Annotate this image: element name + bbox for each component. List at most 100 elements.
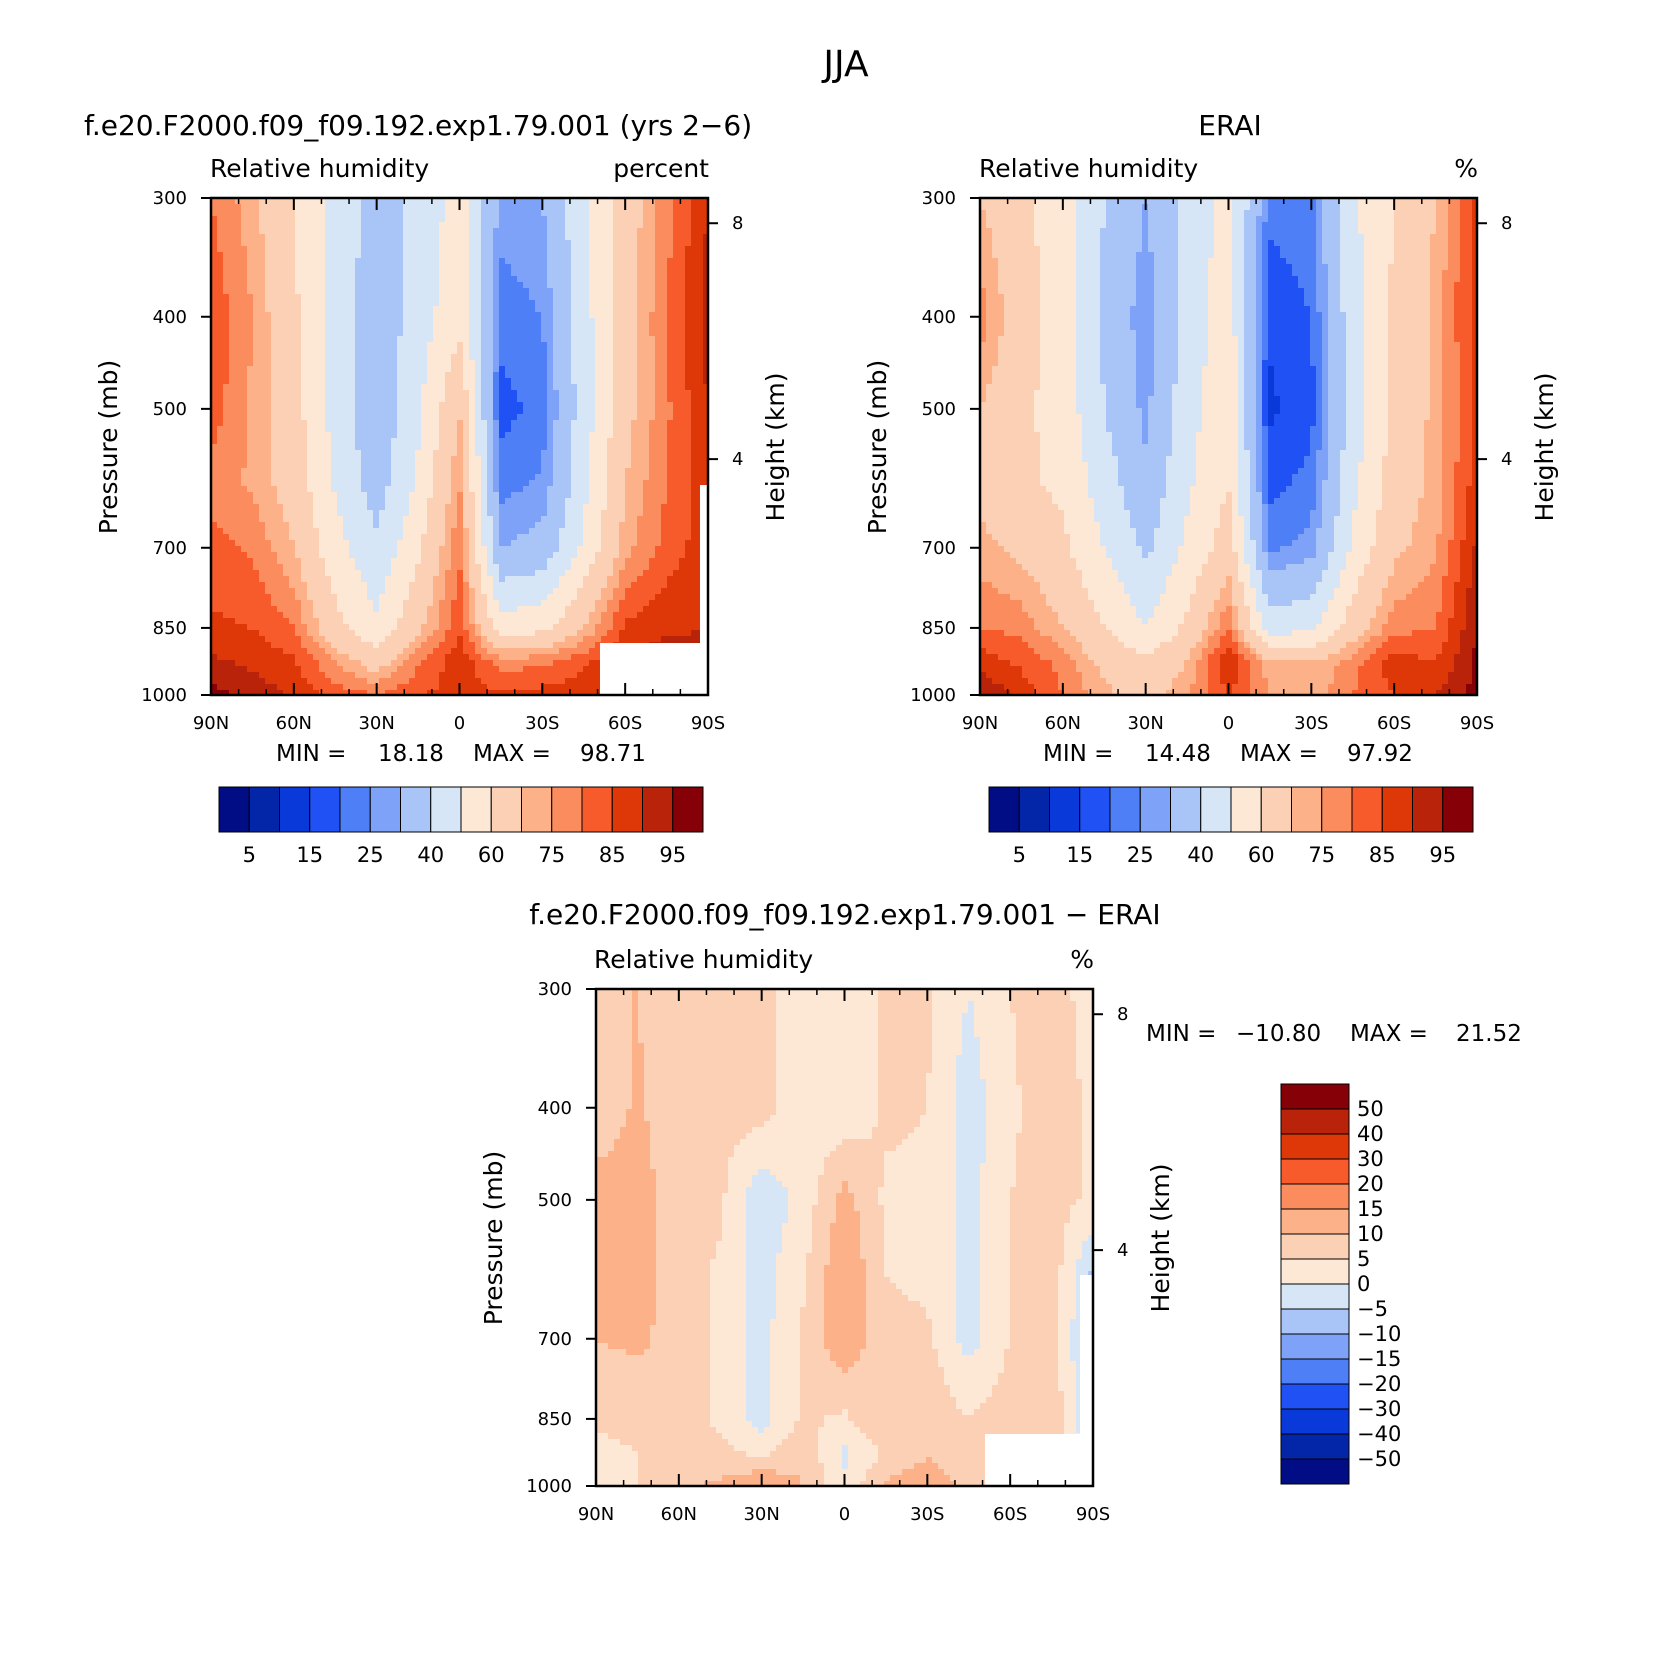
contour-cell xyxy=(457,594,464,601)
contour-cell xyxy=(343,618,398,625)
contour-cell xyxy=(1190,684,1209,691)
contour-cell xyxy=(626,1121,651,1128)
contour-cell xyxy=(890,1475,951,1482)
contour-cell xyxy=(1124,486,1167,493)
contour-cell xyxy=(1250,534,1263,541)
contour-cell xyxy=(475,546,488,553)
contour-cell xyxy=(1262,360,1311,367)
contour-cell xyxy=(1376,648,1443,655)
contour-cell xyxy=(1472,366,1477,373)
contour-cell xyxy=(1328,450,1341,457)
contour-cell xyxy=(1058,1343,1071,1350)
contour-cell xyxy=(1364,402,1389,409)
contour-cell xyxy=(1262,654,1329,661)
contour-cell xyxy=(229,324,254,331)
contour-cell xyxy=(1238,354,1245,361)
contour-cell xyxy=(1190,498,1227,505)
contour-cell xyxy=(1316,408,1323,415)
contour-cell xyxy=(1076,252,1101,259)
contour-cell xyxy=(493,234,548,241)
contour-cell xyxy=(980,204,1035,211)
contour-cell xyxy=(691,414,708,421)
contour-cell xyxy=(1442,486,1455,493)
contour-cell xyxy=(1016,1055,1077,1062)
contour-cell xyxy=(734,1151,831,1158)
colorbar-box xyxy=(1280,1083,1350,1110)
contour-cell xyxy=(469,312,482,319)
contour-cell xyxy=(1190,690,1209,695)
contour-cell xyxy=(1364,288,1389,295)
colorbar-box xyxy=(400,786,432,833)
x-tick-label: 0 xyxy=(839,1504,850,1525)
contour-cell xyxy=(1442,414,1461,421)
contour-cell xyxy=(776,1469,825,1476)
contour-cell xyxy=(541,312,554,319)
contour-cell xyxy=(710,1265,747,1272)
contour-cell xyxy=(655,378,668,385)
contour-cell xyxy=(361,456,392,463)
contour-cell xyxy=(716,1253,747,1260)
contour-cell xyxy=(217,684,278,691)
contour-cell xyxy=(589,270,614,277)
contour-cell xyxy=(1430,342,1443,349)
contour-cell xyxy=(1322,216,1341,223)
contour-cell xyxy=(1076,312,1101,319)
contour-cell xyxy=(1340,234,1365,241)
colorbar-label: 75 xyxy=(1308,843,1335,867)
contour-cell xyxy=(211,516,260,523)
contour-cell xyxy=(1040,384,1077,391)
contour-cell xyxy=(463,516,476,523)
contour-cell xyxy=(391,456,416,463)
contour-cell xyxy=(613,342,638,349)
contour-cell xyxy=(632,1031,639,1038)
contour-cell xyxy=(980,1073,1017,1080)
contour-cell xyxy=(325,366,356,373)
contour-cell xyxy=(1058,684,1083,691)
contour-cell xyxy=(481,528,494,535)
contour-cell xyxy=(511,270,548,277)
contour-cell xyxy=(1040,462,1089,469)
contour-cell xyxy=(1442,648,1461,655)
contour-cell xyxy=(1208,612,1221,619)
contour-cell xyxy=(1166,462,1197,469)
contour-cell xyxy=(613,240,638,247)
contour-cell xyxy=(295,264,326,271)
contour-cell xyxy=(1106,384,1137,391)
contour-cell xyxy=(1076,360,1101,367)
contour-cell xyxy=(1244,534,1251,541)
contour-cell xyxy=(655,300,668,307)
contour-cell xyxy=(397,420,422,427)
contour-cell xyxy=(541,516,566,523)
contour-cell xyxy=(956,1073,981,1080)
contour-cell xyxy=(1268,486,1287,493)
contour-cell xyxy=(427,612,440,619)
contour-cell xyxy=(547,222,566,229)
contour-cell xyxy=(980,1313,1011,1320)
contour-cell xyxy=(656,1211,723,1218)
contour-cell xyxy=(1430,288,1443,295)
contour-cell xyxy=(655,396,668,403)
contour-cell xyxy=(247,450,272,457)
colorbar-box xyxy=(1049,786,1081,833)
contour-cell xyxy=(788,1211,813,1218)
contour-cell xyxy=(1232,582,1245,589)
contour-cell xyxy=(511,540,560,547)
contour-cell xyxy=(1250,504,1263,511)
contour-cell xyxy=(325,234,362,241)
contour-cell xyxy=(734,1445,777,1452)
contour-cell xyxy=(367,504,386,511)
contour-cell xyxy=(1028,642,1059,649)
contour-cell xyxy=(1088,1235,1093,1242)
contour-cell xyxy=(553,426,572,433)
contour-cell xyxy=(1466,624,1477,631)
contour-cell xyxy=(667,438,692,445)
contour-cell xyxy=(1268,456,1305,463)
contour-cell xyxy=(638,1475,723,1482)
min-value: −10.80 xyxy=(1236,1021,1321,1047)
contour-cell xyxy=(475,414,482,421)
contour-cell xyxy=(361,450,392,457)
contour-cell xyxy=(211,582,266,589)
contour-cell xyxy=(800,1325,825,1332)
contour-cell xyxy=(1100,264,1137,271)
contour-cell xyxy=(1238,552,1245,559)
